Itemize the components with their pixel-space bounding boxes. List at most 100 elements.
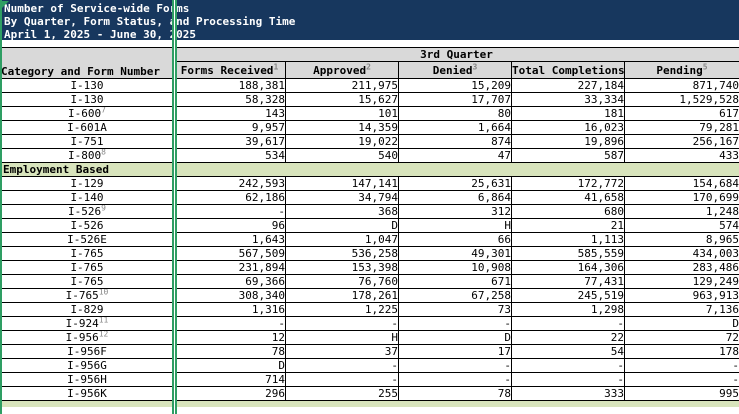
form-number-cell[interactable]: I-92411 <box>0 316 174 331</box>
value-cell[interactable]: 1,643 <box>173 232 286 247</box>
value-cell[interactable]: - <box>511 372 625 387</box>
value-cell[interactable]: 143 <box>173 106 286 121</box>
value-cell[interactable]: 33,334 <box>511 92 625 107</box>
value-cell[interactable]: 17 <box>398 344 512 359</box>
form-number-cell[interactable]: I-5269 <box>0 204 174 219</box>
value-cell[interactable]: 15,627 <box>285 92 399 107</box>
value-cell[interactable]: 76,760 <box>285 274 399 289</box>
value-cell[interactable]: 178,261 <box>285 288 399 303</box>
value-cell[interactable]: 19,896 <box>511 134 625 149</box>
form-number-cell[interactable]: I-956G <box>0 358 174 373</box>
value-cell[interactable]: 1,113 <box>511 232 625 247</box>
value-cell[interactable]: 714 <box>173 372 286 387</box>
value-cell[interactable]: 79,281 <box>623 120 739 135</box>
value-cell[interactable]: 308,340 <box>173 288 286 303</box>
value-cell[interactable]: 9,957 <box>173 120 286 135</box>
value-cell[interactable]: 256,167 <box>623 134 739 149</box>
value-cell[interactable]: 96 <box>173 218 286 233</box>
value-cell[interactable]: 170,699 <box>623 190 739 205</box>
value-cell[interactable]: 10,908 <box>398 260 512 275</box>
column-header-total-completions[interactable]: Total Completions4 <box>511 61 625 79</box>
value-cell[interactable]: 67,258 <box>398 288 512 303</box>
quarter-header[interactable]: 3rd Quarter <box>172 47 739 62</box>
value-cell[interactable]: 39,617 <box>173 134 286 149</box>
value-cell[interactable]: 8,965 <box>623 232 739 247</box>
value-cell[interactable]: 1,047 <box>285 232 399 247</box>
value-cell[interactable]: 178 <box>623 344 739 359</box>
value-cell[interactable]: 41,658 <box>511 190 625 205</box>
column-header-pending[interactable]: Pending5 <box>623 61 739 79</box>
value-cell[interactable]: 17,707 <box>398 92 512 107</box>
value-cell[interactable]: 78 <box>173 344 286 359</box>
section-header-cell[interactable]: Employment Based <box>0 162 739 177</box>
value-cell[interactable]: 540 <box>285 148 399 163</box>
form-number-cell[interactable]: I-526E <box>0 232 174 247</box>
form-number-cell[interactable]: I-6007 <box>0 106 174 121</box>
value-cell[interactable]: 47 <box>398 148 512 163</box>
report-title-cell[interactable]: Number of Service-wide Forms By Quarter,… <box>0 0 739 41</box>
value-cell[interactable]: 874 <box>398 134 512 149</box>
value-cell[interactable]: 147,141 <box>285 176 399 191</box>
form-number-cell[interactable]: I-95612 <box>0 330 174 345</box>
form-number-cell[interactable]: I-829 <box>0 302 174 317</box>
value-cell[interactable]: - <box>285 372 399 387</box>
value-cell[interactable]: 1,298 <box>511 302 625 317</box>
form-number-cell[interactable]: I-526 <box>0 218 174 233</box>
value-cell[interactable]: 587 <box>511 148 625 163</box>
value-cell[interactable]: - <box>173 316 286 331</box>
value-cell[interactable]: 333 <box>511 386 625 401</box>
form-number-cell[interactable]: I-765 <box>0 260 174 275</box>
value-cell[interactable]: 245,519 <box>511 288 625 303</box>
value-cell[interactable]: 80 <box>398 106 512 121</box>
value-cell[interactable]: 231,894 <box>173 260 286 275</box>
value-cell[interactable]: - <box>623 358 739 373</box>
value-cell[interactable]: 1,529,528 <box>623 92 739 107</box>
value-cell[interactable]: 58,328 <box>173 92 286 107</box>
value-cell[interactable]: 434,003 <box>623 246 739 261</box>
column-header-denied[interactable]: Denied3 <box>398 61 512 79</box>
value-cell[interactable]: 211,975 <box>285 78 399 93</box>
value-cell[interactable]: 296 <box>173 386 286 401</box>
value-cell[interactable]: 22 <box>511 330 625 345</box>
value-cell[interactable]: 671 <box>398 274 512 289</box>
value-cell[interactable]: 574 <box>623 218 739 233</box>
value-cell[interactable]: 871,740 <box>623 78 739 93</box>
value-cell[interactable]: 242,593 <box>173 176 286 191</box>
value-cell[interactable]: - <box>173 204 286 219</box>
value-cell[interactable]: 283,486 <box>623 260 739 275</box>
value-cell[interactable]: 7,136 <box>623 302 739 317</box>
value-cell[interactable]: 21 <box>511 218 625 233</box>
value-cell[interactable]: D <box>173 358 286 373</box>
value-cell[interactable]: 255 <box>285 386 399 401</box>
value-cell[interactable]: 1,664 <box>398 120 512 135</box>
value-cell[interactable]: 25,631 <box>398 176 512 191</box>
form-number-cell[interactable]: I-8008 <box>0 148 174 163</box>
form-number-cell[interactable]: I-765 <box>0 274 174 289</box>
value-cell[interactable]: 154,684 <box>623 176 739 191</box>
value-cell[interactable]: 368 <box>285 204 399 219</box>
value-cell[interactable]: 72 <box>623 330 739 345</box>
value-cell[interactable]: 16,023 <box>511 120 625 135</box>
value-cell[interactable]: - <box>623 372 739 387</box>
form-number-cell[interactable]: I-140 <box>0 190 174 205</box>
value-cell[interactable]: D <box>398 330 512 345</box>
value-cell[interactable]: - <box>398 372 512 387</box>
value-cell[interactable]: 433 <box>623 148 739 163</box>
value-cell[interactable]: 6,864 <box>398 190 512 205</box>
value-cell[interactable]: 69,366 <box>173 274 286 289</box>
value-cell[interactable]: 1,225 <box>285 302 399 317</box>
value-cell[interactable]: 188,381 <box>173 78 286 93</box>
value-cell[interactable]: 172,772 <box>511 176 625 191</box>
form-number-cell[interactable]: I-751 <box>0 134 174 149</box>
value-cell[interactable]: D <box>623 316 739 331</box>
value-cell[interactable]: 227,184 <box>511 78 625 93</box>
form-number-cell[interactable]: I-129 <box>0 176 174 191</box>
form-number-cell[interactable]: I-956H <box>0 372 174 387</box>
form-number-cell[interactable]: I-76510 <box>0 288 174 303</box>
form-number-cell[interactable]: I-130 <box>0 78 174 93</box>
form-number-cell[interactable]: I-765 <box>0 246 174 261</box>
value-cell[interactable]: 12 <box>173 330 286 345</box>
value-cell[interactable]: 14,359 <box>285 120 399 135</box>
value-cell[interactable]: 963,913 <box>623 288 739 303</box>
category-column-header[interactable]: Category and Form Number <box>0 47 174 79</box>
